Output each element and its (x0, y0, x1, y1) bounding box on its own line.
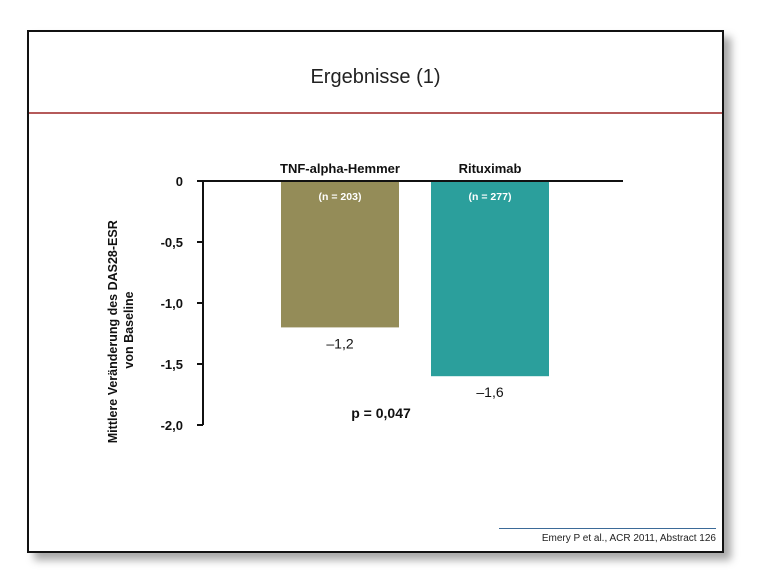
slide-title: Ergebnisse (1) (310, 66, 441, 88)
title-divider (29, 112, 722, 114)
bar-tnf-alpha-hemmer (281, 181, 399, 328)
y-axis: 0 -0,5 -1,0 -1,5 -2,0 (161, 174, 204, 433)
slide: Ergebnisse (1) 0 -0,5 -1,0 -1,5 -2,0 TNF-alp… (27, 30, 724, 553)
value-label: –1,6 (476, 384, 503, 400)
y-tick-label: -1,0 (161, 296, 183, 311)
value-label: –1,2 (326, 335, 353, 351)
p-value-annotation: p = 0,047 (351, 405, 411, 421)
bar-chart: 0 -0,5 -1,0 -1,5 -2,0 TNF-alpha-Hemmer (n = 2… (106, 161, 623, 443)
citation: Emery P et al., ACR 2011, Abstract 126 (541, 533, 716, 544)
category-label: Rituximab (459, 161, 522, 176)
bars (281, 181, 549, 377)
sample-size-label: (n = 277) (469, 191, 512, 203)
y-tick-label: -1,5 (161, 357, 183, 372)
sample-size-label: (n = 203) (319, 191, 362, 203)
y-axis-label: Mittlere Veränderung des DAS28-ESR von B… (106, 217, 136, 443)
citation-divider (499, 528, 716, 529)
bar-labels: TNF-alpha-Hemmer (n = 203) –1,2 Rituximab (n… (203, 161, 623, 400)
y-axis-label-line2: von Baseline (122, 291, 136, 368)
y-tick-label: -2,0 (161, 418, 183, 433)
y-tick-label: -0,5 (161, 235, 183, 250)
y-tick-label: 0 (176, 174, 183, 189)
bar-rituximab (431, 181, 549, 377)
y-axis-label-line1: Mittlere Veränderung des DAS28-ESR (106, 220, 120, 443)
category-label: TNF-alpha-Hemmer (280, 161, 400, 176)
